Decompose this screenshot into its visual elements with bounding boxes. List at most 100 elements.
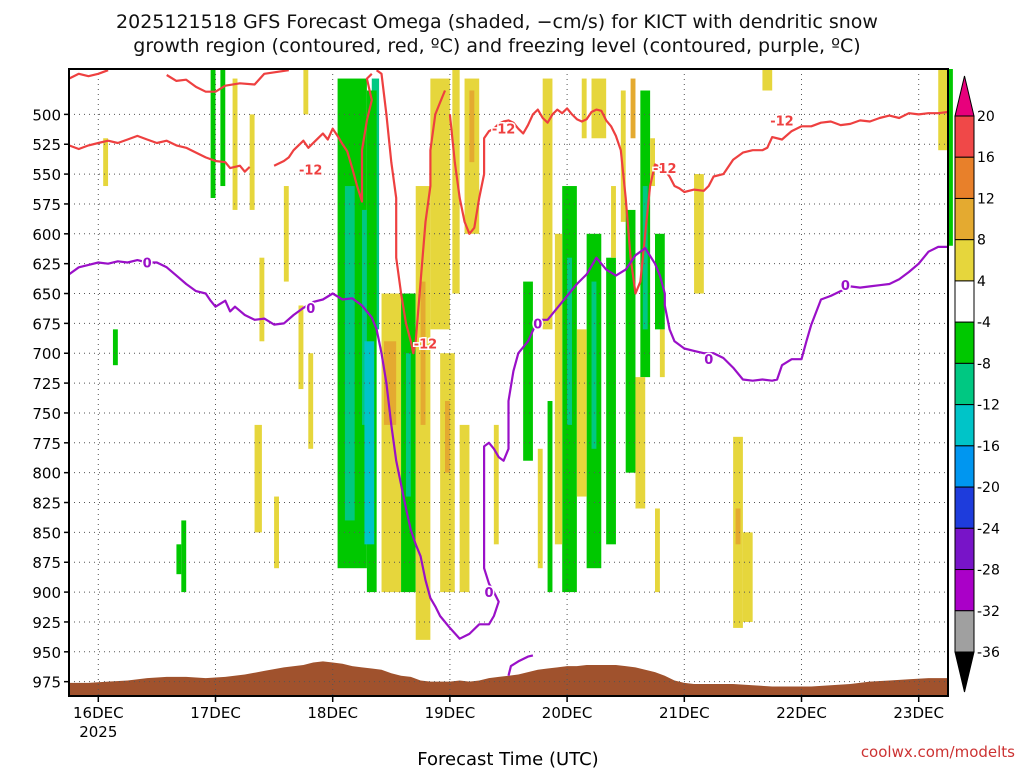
colorbar-swatch: [954, 197, 975, 241]
dgz-contour-line: [448, 107, 949, 295]
chart-title-line-2: growth region (contoured, red, ºC) and f…: [133, 35, 860, 57]
omega-cell: [283, 186, 289, 282]
y-tick-label: 675: [32, 315, 61, 333]
colorbar-bottom-arrow: [954, 651, 975, 693]
dgz-contour-line: [273, 73, 373, 203]
omega-cell: [762, 69, 773, 91]
colorbar-label: -24: [977, 521, 1000, 537]
omega-cell: [742, 532, 753, 622]
x-tick-label: 20DEC: [542, 704, 593, 722]
freezing-level-line: [507, 654, 534, 676]
omega-cell: [642, 186, 648, 330]
omega-cell: [452, 69, 460, 294]
omega-cell: [405, 353, 411, 497]
omega-cell: [308, 353, 314, 449]
freezing-level-label: 0: [143, 256, 152, 271]
colorbar-label: 12: [977, 191, 995, 207]
colorbar-swatch: [954, 569, 975, 612]
colorbar-swatch: [954, 156, 975, 199]
colorbar-label: -20: [977, 480, 1000, 496]
colorbar-top-arrow: [954, 75, 975, 117]
omega-cell: [176, 544, 182, 575]
colorbar-label: 4: [977, 274, 986, 290]
omega-cell: [606, 257, 616, 545]
freezing-level-label: 0: [704, 353, 713, 368]
dgz-contour-label: -12: [770, 114, 794, 129]
dgz-contour-line: [375, 69, 447, 355]
omega-shading-layer: [103, 69, 953, 640]
omega-cell: [659, 329, 665, 378]
y-tick-label: 625: [32, 256, 61, 274]
omega-cell: [249, 114, 255, 210]
credit-link[interactable]: coolwx.com/modelts: [861, 743, 1015, 761]
y-tick-label: 925: [32, 614, 61, 632]
colorbar-label: -32: [977, 604, 1000, 620]
colorbar-swatch: [954, 362, 975, 406]
omega-cell: [259, 257, 265, 342]
colorbar-label: -16: [977, 439, 1000, 455]
dgz-contour-line: [68, 69, 109, 80]
dgz-contour-line: [68, 134, 251, 173]
omega-cell: [938, 69, 948, 151]
y-tick-label: 525: [32, 136, 61, 154]
omega-cell: [469, 90, 475, 163]
colorbar-label: -36: [977, 645, 1000, 661]
dgz-contour-label: -12: [299, 163, 323, 178]
omega-cell: [650, 138, 655, 187]
plot-frame: [68, 68, 949, 697]
freezing-level-line: [68, 245, 948, 640]
colorbar-label: -12: [977, 398, 1000, 414]
x-tick-label: 22DEC: [776, 704, 827, 722]
y-tick-label: 800: [32, 465, 61, 483]
omega-cell: [523, 281, 533, 461]
grid-lines: [69, 69, 948, 696]
omega-cell: [274, 496, 279, 569]
x-tick-label: 17DEC: [190, 704, 241, 722]
omega-cell: [112, 329, 118, 366]
omega-cell: [576, 329, 587, 497]
omega-cell: [298, 305, 304, 390]
y-tick-label: 550: [32, 166, 61, 184]
omega-cell: [430, 78, 450, 330]
surface-layer: [69, 661, 948, 696]
colorbar-swatch: [954, 115, 975, 158]
colorbar-label: -28: [977, 563, 1000, 579]
dgz-contour-label: -12: [414, 338, 438, 353]
x-tick-label: 23DEC: [893, 704, 944, 722]
freezing-level-label: 0: [533, 317, 542, 332]
chart-title-line-1: 2025121518 GFS Forecast Omega (shaded, −…: [116, 11, 878, 33]
omega-cell: [735, 508, 741, 545]
freezing-level-label: 0: [484, 586, 493, 601]
y-tick-label: 950: [32, 644, 61, 662]
omega-cell: [445, 401, 450, 473]
omega-cell: [537, 448, 543, 569]
omega-cell: [635, 377, 646, 509]
dgz-contour-label: -12: [653, 162, 677, 177]
freezing-level-label: 0: [306, 302, 315, 317]
omega-cell: [625, 209, 636, 473]
y-tick-label: 725: [32, 375, 61, 393]
omega-cell: [655, 233, 665, 330]
omega-cell: [254, 424, 262, 533]
omega-cell: [383, 341, 397, 425]
omega-cell: [581, 78, 587, 139]
omega-cell: [493, 424, 499, 545]
omega-cell: [440, 353, 455, 593]
x-tick-label: 18DEC: [307, 704, 358, 722]
omega-cell: [554, 233, 563, 545]
x-tick-label: 16DEC: [73, 704, 124, 722]
omega-cell: [694, 174, 704, 294]
colorbar-swatch: [954, 239, 975, 282]
omega-cell: [542, 78, 553, 330]
omega-cell: [220, 69, 226, 187]
freezing-level-label: 0: [841, 279, 850, 294]
omega-cell: [232, 78, 238, 210]
omega-cell: [103, 138, 109, 187]
omega-cell: [181, 520, 187, 593]
omega-cell: [591, 78, 607, 139]
contour-layer: -12 -12 -12 -12 -12 0 0 0 0 0 0: [68, 69, 949, 676]
colorbar-legend: 20 16 12 8 4 -4 -8 -12 -16 -20 -24 -28 -32 -36: [954, 75, 1000, 693]
y-tick-label: 825: [32, 495, 61, 513]
colorbar-label: 20: [977, 109, 995, 125]
